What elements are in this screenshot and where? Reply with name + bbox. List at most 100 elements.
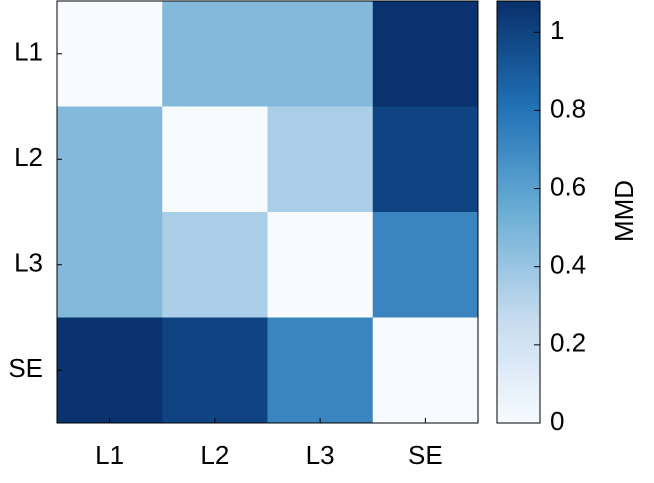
colorbar-step — [497, 412, 540, 417]
colorbar-tick-label: 0 — [550, 406, 564, 436]
colorbar-step — [497, 131, 540, 136]
colorbar-step — [497, 95, 540, 101]
colorbar-tick-label: 1 — [550, 15, 564, 45]
x-tick-label: SE — [408, 440, 443, 470]
colorbar-step — [497, 377, 540, 382]
colorbar — [497, 0, 540, 424]
colorbar-tick-label: 0.6 — [550, 171, 586, 201]
y-tick-label: L3 — [14, 248, 43, 278]
colorbar-step — [497, 155, 540, 160]
colorbar-step — [497, 212, 540, 217]
colorbar-step — [497, 415, 540, 421]
colorbar-step — [497, 243, 540, 248]
colorbar-step — [497, 169, 540, 174]
colorbar-step — [497, 173, 540, 178]
heatmap-cell — [372, 106, 479, 213]
colorbar-step — [497, 391, 540, 396]
colorbar-step — [497, 359, 540, 364]
colorbar-step — [497, 398, 540, 403]
colorbar-step — [497, 380, 540, 385]
colorbar-step — [497, 370, 540, 375]
colorbar-step — [497, 113, 540, 118]
colorbar-step — [497, 81, 540, 86]
colorbar-step — [497, 282, 540, 287]
colorbar-step — [497, 363, 540, 368]
heatmap-cell — [267, 106, 374, 213]
colorbar-step — [497, 328, 540, 333]
colorbar-step — [497, 201, 540, 206]
colorbar-step — [497, 303, 540, 308]
colorbar-tick-label: 0.8 — [550, 93, 586, 123]
colorbar-step — [497, 387, 540, 392]
x-tick-label: L3 — [306, 440, 335, 470]
colorbar-step — [497, 349, 540, 354]
colorbar-step — [497, 85, 540, 90]
colorbar-step — [497, 240, 540, 245]
colorbar-step — [497, 338, 540, 343]
colorbar-tick-label: 0.2 — [550, 328, 586, 358]
colorbar-step — [497, 117, 540, 122]
colorbar-step — [497, 394, 540, 399]
colorbar-step — [497, 74, 540, 79]
colorbar-step — [497, 285, 540, 290]
heatmap-cell — [372, 1, 479, 107]
colorbar-step — [497, 278, 540, 283]
colorbar-step — [497, 50, 540, 55]
colorbar-step — [497, 120, 540, 125]
colorbar-step — [497, 78, 540, 83]
colorbar-step — [497, 197, 540, 203]
x-tick-label: L1 — [95, 440, 124, 470]
colorbar-step — [497, 166, 540, 171]
colorbar-step — [497, 106, 540, 111]
colorbar-step — [497, 264, 540, 269]
colorbar-step — [497, 11, 540, 16]
heatmap-cell — [162, 317, 268, 424]
colorbar-step — [497, 331, 540, 336]
colorbar-step — [497, 152, 540, 157]
colorbar-step — [497, 36, 540, 41]
colorbar-step — [497, 310, 540, 315]
colorbar-step — [497, 88, 540, 94]
colorbar-step — [497, 159, 540, 164]
heatmap-cell — [162, 1, 268, 107]
colorbar-step — [497, 261, 540, 266]
colorbar-step — [497, 148, 540, 153]
colorbar-tick-label: 0.4 — [550, 250, 586, 280]
colorbar-step — [497, 124, 540, 129]
colorbar-step — [497, 299, 540, 305]
colorbar-box — [496, 0, 541, 424]
colorbar-step — [497, 29, 540, 34]
colorbar-step — [497, 92, 540, 97]
colorbar-step — [497, 32, 540, 37]
colorbar-step — [497, 64, 540, 69]
colorbar-step — [497, 226, 540, 231]
colorbar-step — [497, 187, 540, 192]
colorbar-step — [497, 296, 540, 301]
colorbar-step — [497, 22, 540, 27]
colorbar-step — [497, 110, 540, 115]
heatmap-cell — [162, 106, 268, 213]
colorbar-step — [497, 317, 540, 322]
colorbar-step — [497, 18, 540, 23]
colorbar-step — [497, 271, 540, 276]
colorbar-label: MMD — [609, 180, 639, 242]
colorbar-step — [497, 60, 540, 65]
colorbar-step — [497, 71, 540, 76]
colorbar-step — [497, 250, 540, 255]
colorbar-step — [497, 254, 540, 259]
colorbar-step — [497, 408, 540, 414]
colorbar-step — [497, 190, 540, 196]
colorbar-step — [497, 57, 540, 62]
colorbar-step — [497, 356, 540, 361]
colorbar-step — [497, 292, 540, 297]
colorbar-step — [497, 204, 540, 210]
heatmap-cell — [372, 317, 479, 424]
colorbar-step — [497, 222, 540, 227]
heatmap-cell — [57, 317, 163, 424]
colorbar-step — [497, 46, 540, 51]
colorbar-step — [497, 15, 540, 20]
colorbar-step — [497, 401, 540, 407]
x-tick-label: L2 — [200, 440, 229, 470]
